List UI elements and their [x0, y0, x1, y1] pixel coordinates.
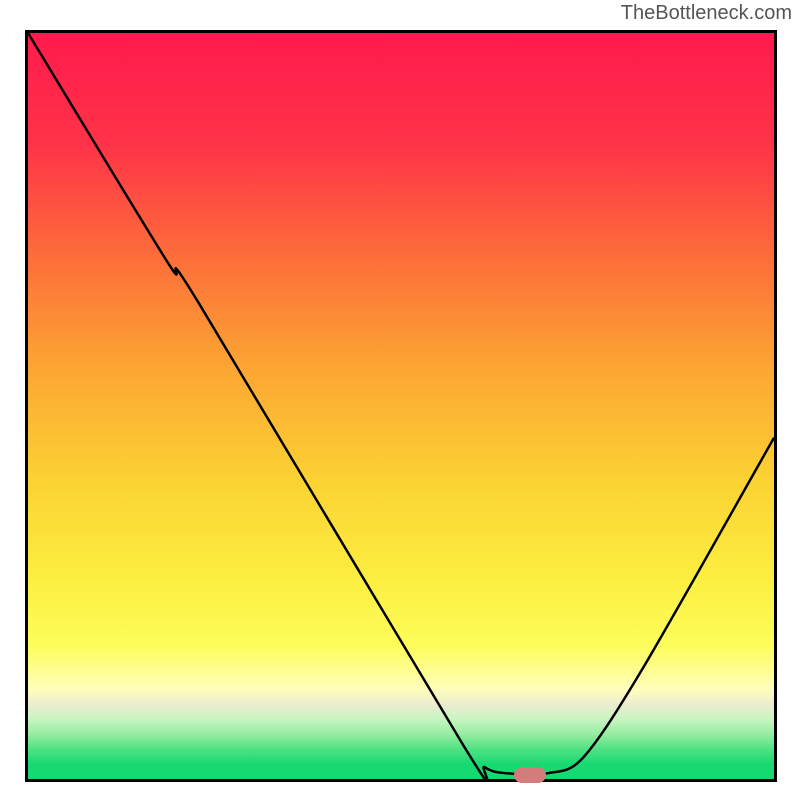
watermark-text: TheBottleneck.com — [621, 2, 792, 25]
chart-container — [25, 30, 777, 782]
optimal-point-marker — [514, 767, 546, 783]
curve-line — [28, 33, 774, 779]
